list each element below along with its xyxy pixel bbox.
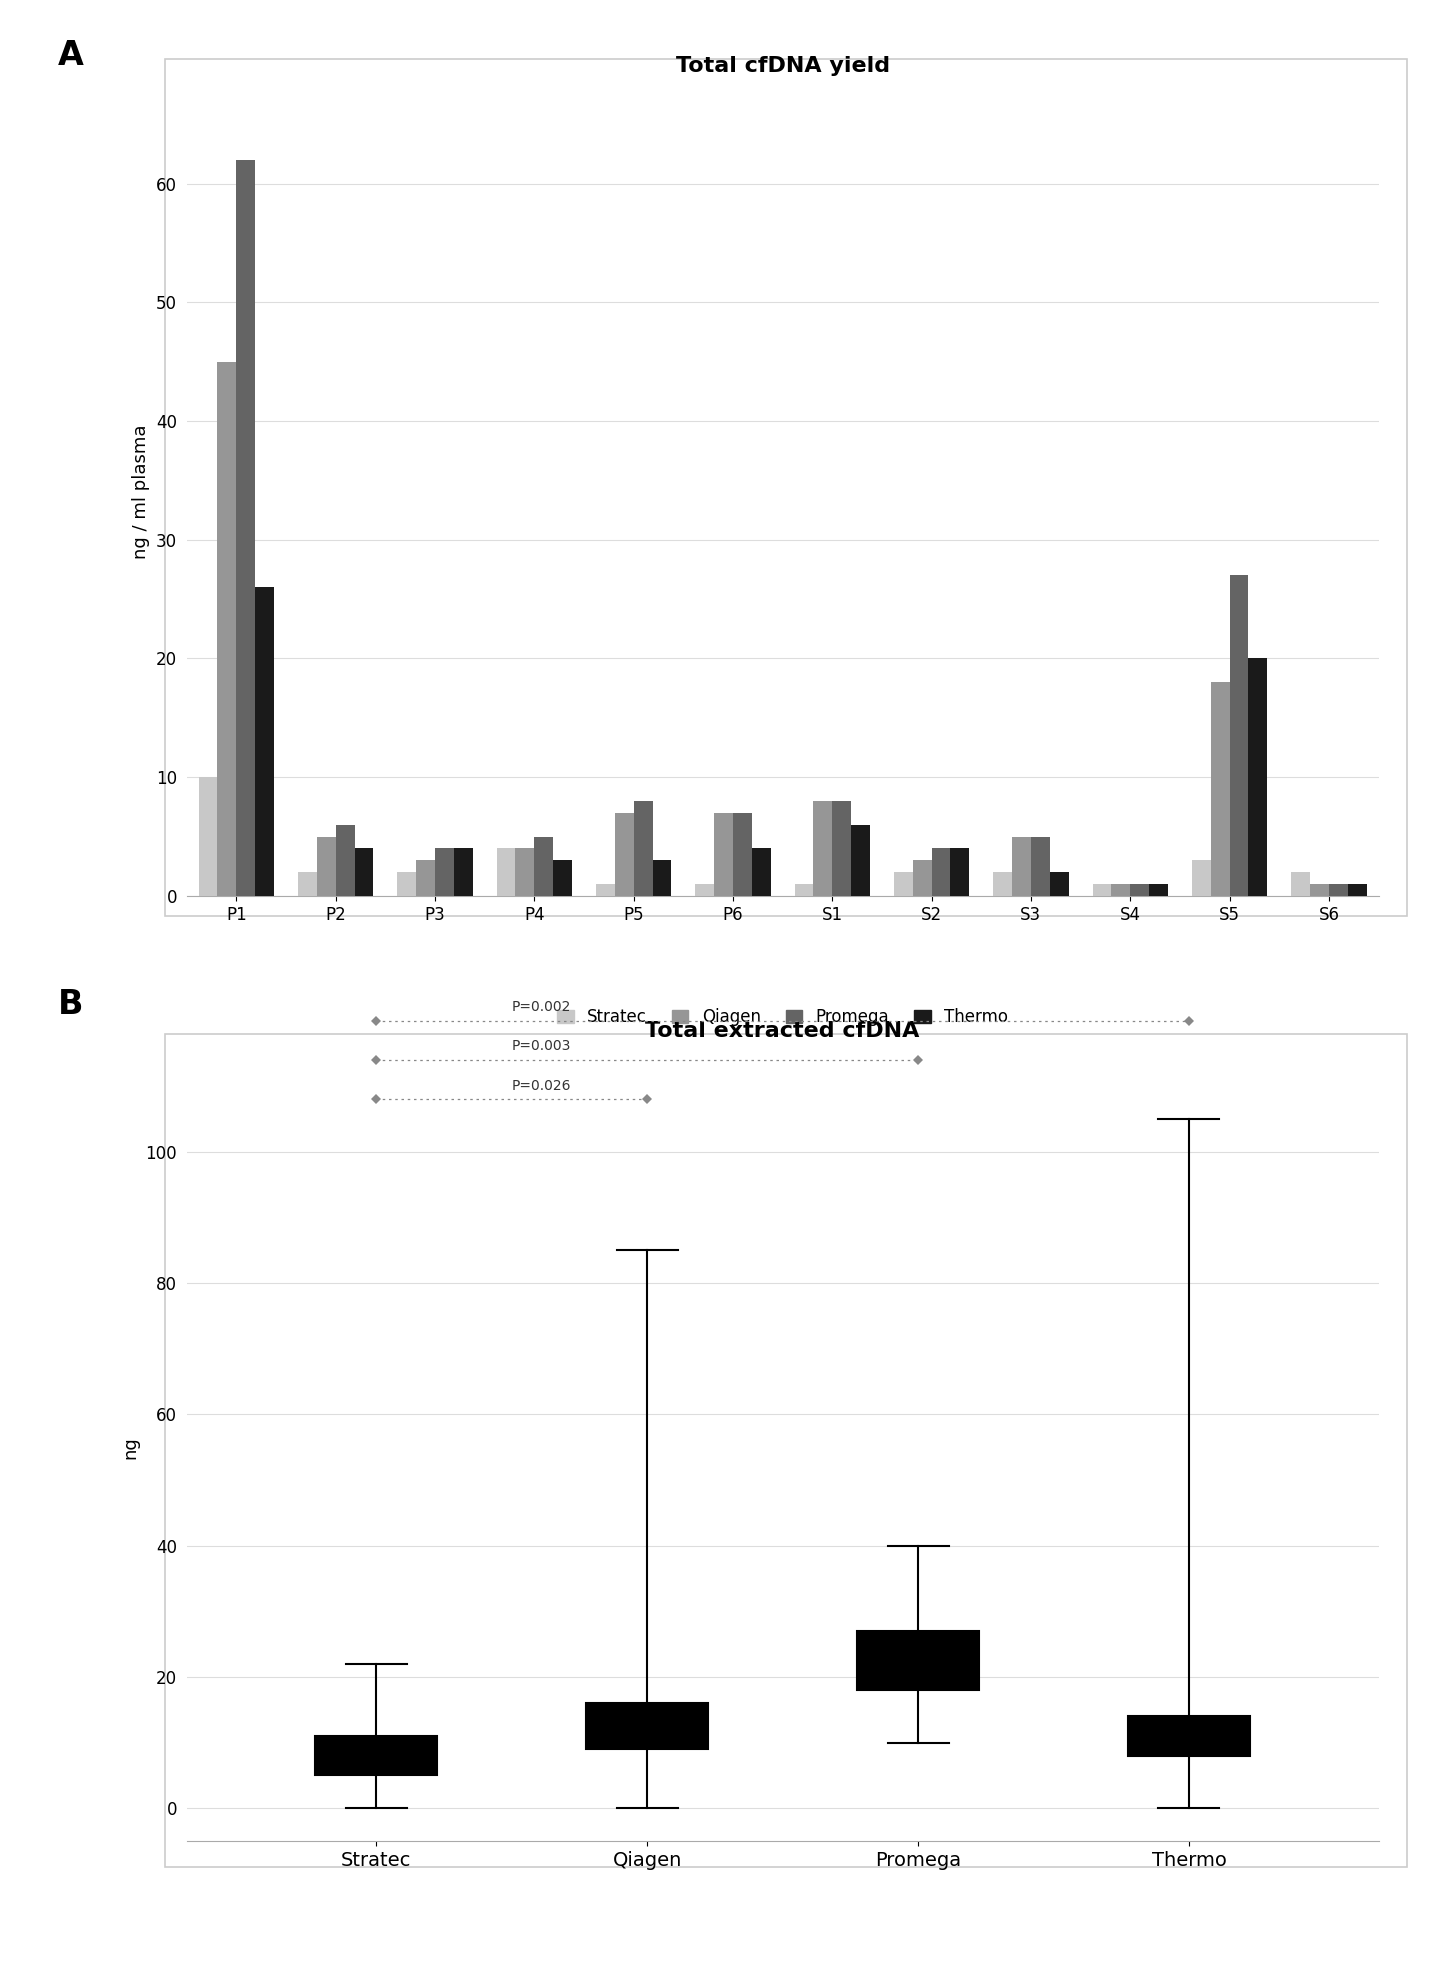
Bar — [336, 825, 355, 896]
Bar — [454, 849, 472, 896]
Bar — [398, 872, 416, 896]
Bar — [1031, 837, 1050, 896]
Bar — [435, 849, 454, 896]
Bar — [497, 849, 516, 896]
Bar — [516, 849, 534, 896]
Bar — [237, 159, 256, 896]
Bar — [615, 813, 633, 896]
Bar — [317, 837, 336, 896]
Bar — [1192, 860, 1211, 896]
Y-axis label: ng: ng — [122, 1435, 139, 1459]
Bar — [813, 801, 833, 896]
PathPatch shape — [316, 1737, 437, 1776]
Bar — [932, 849, 951, 896]
Bar — [1348, 884, 1367, 896]
Bar — [1248, 658, 1268, 896]
Bar — [534, 837, 553, 896]
Y-axis label: ng / ml plasma: ng / ml plasma — [132, 425, 151, 559]
Bar — [652, 860, 672, 896]
PathPatch shape — [586, 1703, 708, 1748]
Title: Total extracted cfDNA: Total extracted cfDNA — [645, 1020, 920, 1042]
Bar — [1328, 884, 1348, 896]
PathPatch shape — [1129, 1717, 1249, 1756]
PathPatch shape — [857, 1630, 979, 1689]
Bar — [1211, 681, 1229, 896]
Bar — [695, 884, 714, 896]
Text: A: A — [57, 39, 83, 73]
Bar — [732, 813, 752, 896]
Bar — [297, 872, 317, 896]
Bar — [553, 860, 572, 896]
Bar — [1012, 837, 1031, 896]
Bar — [217, 362, 237, 896]
Bar — [1310, 884, 1328, 896]
Text: P=0.026: P=0.026 — [511, 1079, 572, 1093]
Bar — [714, 813, 732, 896]
Bar — [852, 825, 870, 896]
Bar — [1111, 884, 1130, 896]
Bar — [596, 884, 615, 896]
Bar — [633, 801, 652, 896]
Bar — [1050, 872, 1068, 896]
Bar — [913, 860, 932, 896]
Bar — [893, 872, 913, 896]
Text: P=0.003: P=0.003 — [511, 1040, 572, 1053]
Title: Total cfDNA yield: Total cfDNA yield — [675, 55, 890, 77]
Bar — [198, 778, 217, 896]
Text: P=0.002: P=0.002 — [511, 1000, 572, 1014]
Bar — [833, 801, 852, 896]
Bar — [256, 587, 274, 896]
Bar — [416, 860, 435, 896]
Bar — [1130, 884, 1149, 896]
Bar — [1229, 575, 1248, 896]
Bar — [794, 884, 813, 896]
Bar — [1149, 884, 1167, 896]
Text: B: B — [57, 988, 83, 1022]
Bar — [1093, 884, 1111, 896]
Legend: Stratec, Qiagen, Promega, Thermo: Stratec, Qiagen, Promega, Thermo — [550, 1002, 1015, 1034]
Bar — [355, 849, 373, 896]
Bar — [951, 849, 969, 896]
Bar — [1291, 872, 1310, 896]
Bar — [994, 872, 1012, 896]
Bar — [752, 849, 771, 896]
